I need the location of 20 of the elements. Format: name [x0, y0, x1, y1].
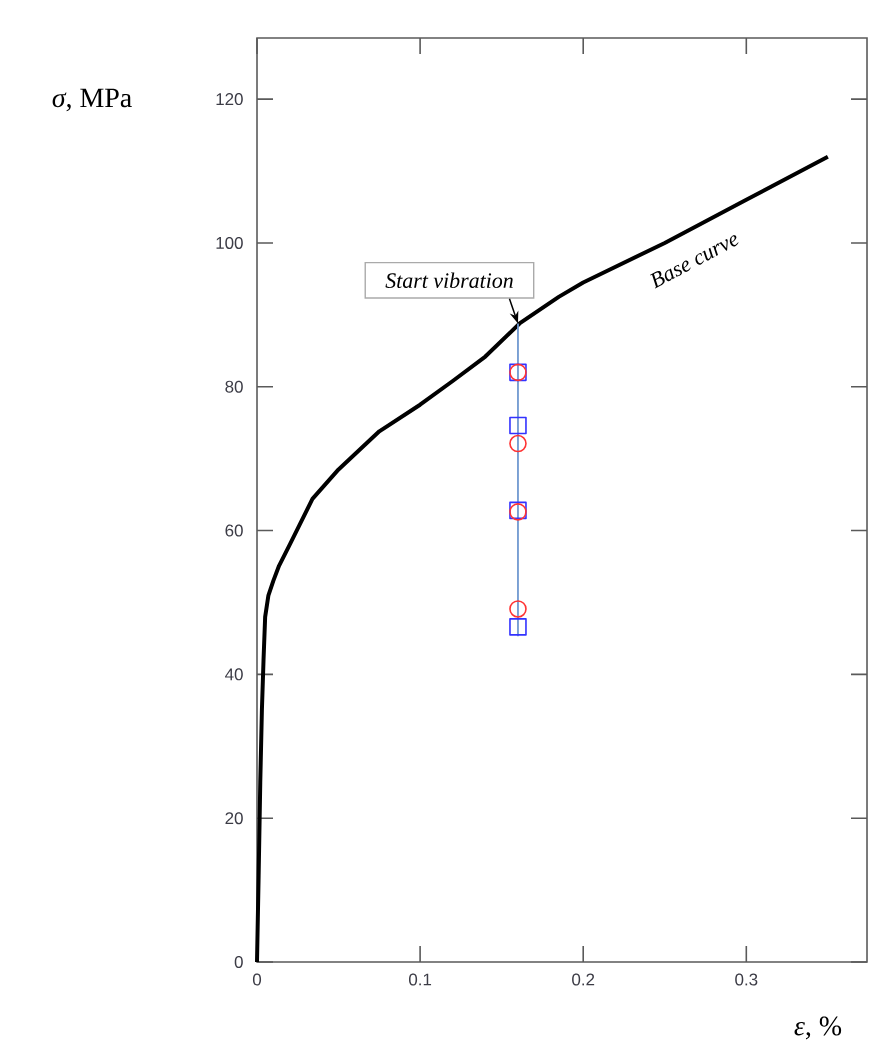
annotation: Start vibration	[385, 272, 513, 289]
point	[509, 618, 527, 636]
line-series	[255, 154, 830, 964]
y-tick-label: 20	[225, 812, 243, 825]
y-tick-label: 100	[216, 236, 243, 249]
y-tick-label: 40	[225, 668, 243, 681]
x-tick-label: 0	[252, 973, 262, 986]
x-tick-label: 0.3	[735, 973, 758, 986]
y-tick-label: 0	[234, 956, 243, 968]
point	[509, 434, 527, 453]
text: Base curve	[650, 235, 739, 289]
x-tick-label: 0.2	[572, 973, 595, 986]
x-axis-title: ε, %	[794, 1016, 842, 1040]
y-axis-title: σ, MPa	[52, 88, 132, 112]
y-tick-label: 120	[216, 93, 243, 106]
x-tick-label: 0.1	[408, 973, 432, 986]
point	[509, 416, 527, 435]
y-tick-label: 60	[225, 524, 243, 537]
y-tick-label: 80	[225, 380, 243, 393]
point	[509, 600, 527, 618]
